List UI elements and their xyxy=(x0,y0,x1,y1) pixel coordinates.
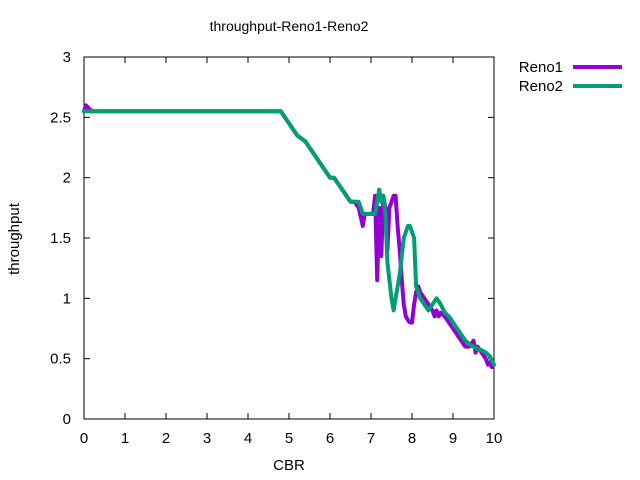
series-lines xyxy=(82,103,496,370)
y-tick-label: 3 xyxy=(63,49,71,66)
x-axis-label: CBR xyxy=(273,457,305,474)
x-tick-label: 1 xyxy=(121,430,129,447)
y-tick-label: 0 xyxy=(63,411,71,428)
y-axis: 0 0.5 1 1.5 2 2.5 3 xyxy=(50,49,494,428)
x-tick-label: 5 xyxy=(285,430,293,447)
x-tick-label: 8 xyxy=(408,430,416,447)
x-tick-label: 2 xyxy=(162,430,170,447)
y-tick-label: 2 xyxy=(63,170,71,187)
legend-item-reno2: Reno2 xyxy=(519,78,622,95)
legend-item-reno1: Reno1 xyxy=(519,59,622,76)
chart-title: throughput-Reno1-Reno2 xyxy=(210,18,369,34)
legend: Reno1 Reno2 xyxy=(519,59,622,95)
y-tick-label: 1 xyxy=(63,290,71,307)
legend-label-reno2: Reno2 xyxy=(519,78,563,95)
y-tick-label: 0.5 xyxy=(50,351,71,368)
x-tick-label: 6 xyxy=(326,430,334,447)
legend-label-reno1: Reno1 xyxy=(519,59,563,76)
series-line-reno1 xyxy=(82,103,496,370)
series-line-reno2 xyxy=(82,109,496,367)
x-tick-label: 7 xyxy=(367,430,375,447)
y-tick-label: 1.5 xyxy=(50,230,71,247)
y-axis-label: throughput xyxy=(6,202,23,275)
x-tick-label: 0 xyxy=(80,430,88,447)
x-axis: 0 1 2 3 4 5 6 7 8 9 10 xyxy=(80,57,503,447)
x-tick-label: 3 xyxy=(203,430,211,447)
x-tick-label: 10 xyxy=(486,430,503,447)
x-tick-label: 4 xyxy=(244,430,252,447)
y-tick-label: 2.5 xyxy=(50,109,71,126)
x-tick-label: 9 xyxy=(449,430,457,447)
